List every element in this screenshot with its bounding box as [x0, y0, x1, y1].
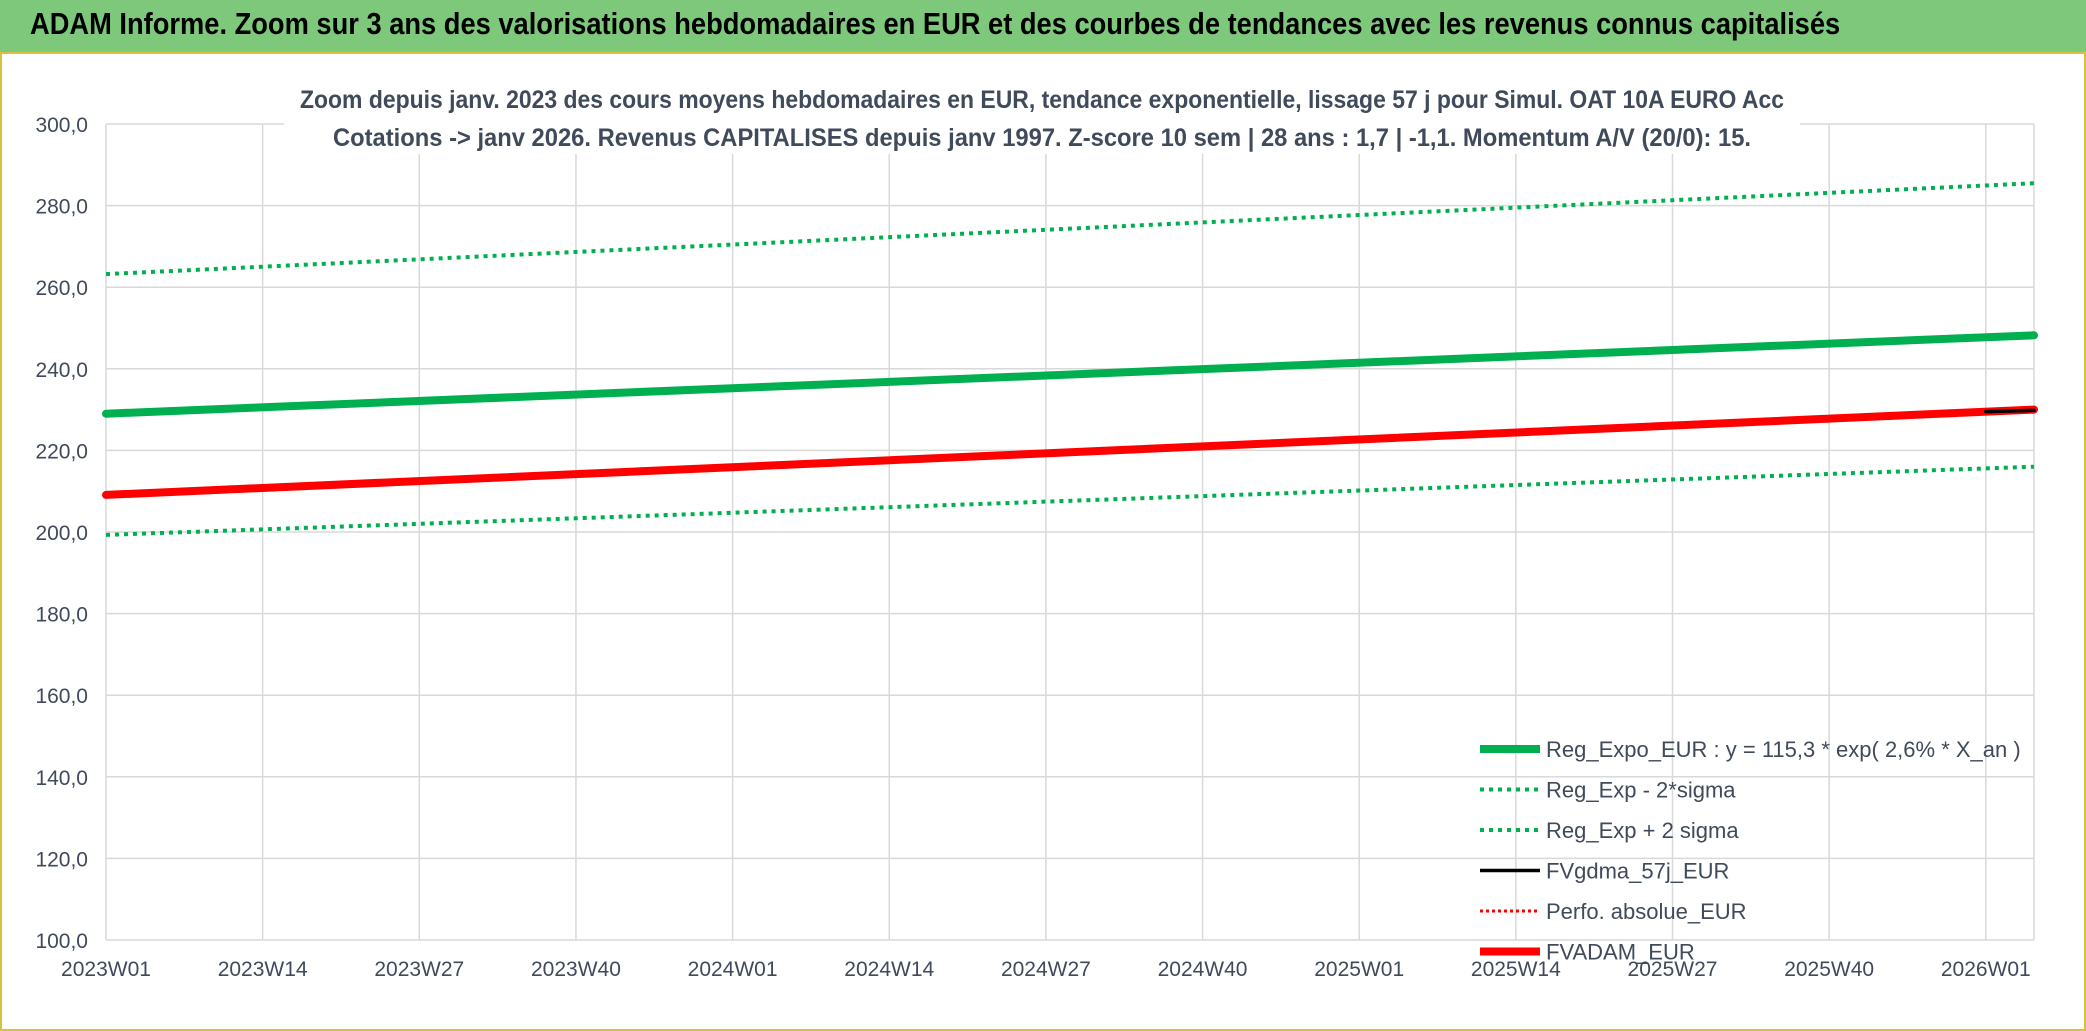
- y-tick-label: 200,0: [35, 522, 88, 545]
- legend-label: Reg_Exp - 2*sigma: [1546, 778, 1736, 803]
- y-tick-label: 100,0: [35, 930, 88, 953]
- grid-layer: [105, 123, 2035, 941]
- x-tick-label: 2023W27: [374, 958, 464, 981]
- y-tick-label: 260,0: [35, 277, 88, 300]
- legend-label: Reg_Exp + 2 sigma: [1546, 818, 1739, 843]
- x-tick-label: 2024W14: [844, 958, 934, 981]
- x-tick-label: 2025W14: [1471, 958, 1561, 981]
- x-tick-label: 2025W01: [1314, 958, 1404, 981]
- y-tick-label: 280,0: [35, 196, 88, 219]
- legend-label: Perfo. absolue_EUR: [1546, 899, 1747, 924]
- series-line-3: [105, 181, 2035, 277]
- series-line-2: [105, 464, 2035, 537]
- series-line-1: [102, 331, 2038, 418]
- report-header: ADAM Informe. Zoom sur 3 ans des valoris…: [0, 0, 2086, 54]
- legend: Reg_Expo_EUR : y = 115,3 * exp( 2,6% * X…: [1480, 737, 2021, 965]
- chart: Zoom depuis janv. 2023 des cours moyens …: [35, 80, 2038, 981]
- x-tick-label: 2023W40: [531, 958, 621, 981]
- y-tick-label: 120,0: [35, 848, 88, 871]
- chart-subtitle: Cotations -> janv 2026. Revenus CAPITALI…: [333, 124, 1751, 152]
- y-tick-label: 220,0: [35, 440, 88, 463]
- legend-label: FVgdma_57j_EUR: [1546, 859, 1729, 884]
- chart-title: Zoom depuis janv. 2023 des cours moyens …: [300, 86, 1784, 114]
- y-tick-label: 240,0: [35, 359, 88, 382]
- report-title: ADAM Informe. Zoom sur 3 ans des valoris…: [30, 6, 1841, 41]
- x-tick-label: 2024W40: [1158, 958, 1248, 981]
- x-tick-label: 2025W40: [1784, 958, 1874, 981]
- y-tick-label: 300,0: [35, 114, 88, 137]
- legend-label: FVADAM_EUR: [1546, 940, 1695, 965]
- series-line-6: [102, 405, 2038, 499]
- series-layer: [102, 181, 2038, 537]
- axis-layer: 100,0 120,0 140,0 160,0 180,0 200,0 220,0 240,0…: [35, 114, 2030, 981]
- y-tick-label: 160,0: [35, 685, 88, 708]
- y-tick-label: 140,0: [35, 767, 88, 790]
- series-line-4: [1984, 408, 2036, 414]
- x-tick-label: 2025W27: [1628, 958, 1718, 981]
- legend-label: Reg_Expo_EUR : y = 115,3 * exp( 2,6% * X…: [1546, 737, 2021, 762]
- chart-title-background: [284, 80, 1800, 154]
- chart-frame: Zoom depuis janv. 2023 des cours moyens …: [0, 54, 2086, 1031]
- y-tick-label: 180,0: [35, 604, 88, 627]
- x-tick-label: 2026W01: [1941, 958, 2031, 981]
- x-tick-label: 2024W27: [1001, 958, 1091, 981]
- x-tick-label: 2023W14: [218, 958, 308, 981]
- x-tick-label: 2023W01: [61, 958, 151, 981]
- x-tick-label: 2024W01: [688, 958, 778, 981]
